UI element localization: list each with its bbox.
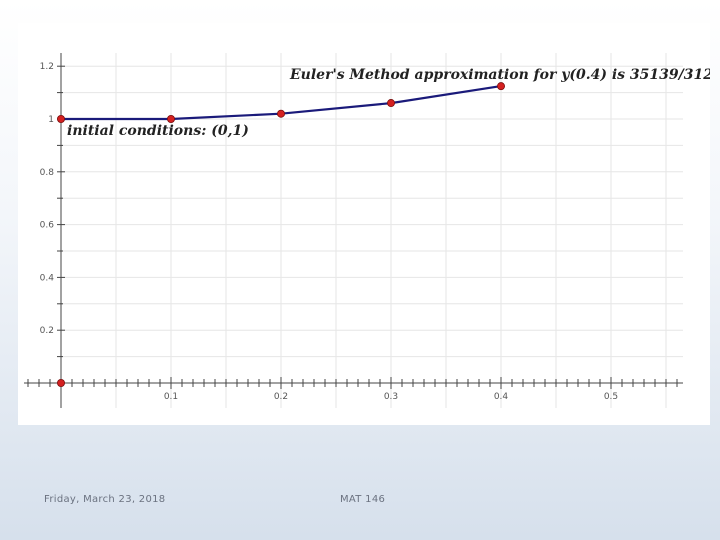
data-point <box>57 115 66 124</box>
euler-method-chart: 0.1 0.2 0.3 0.4 0.5 0.2 0.4 0.6 0.8 1 1.2 Euler's … <box>24 53 710 408</box>
y-tick-label: 1 <box>48 115 54 125</box>
y-tick-label: 0.8 <box>40 168 55 178</box>
x-tick-label: 0.4 <box>494 392 509 402</box>
x-tick-label: 0.1 <box>164 392 178 402</box>
chart-panel: 0.1 0.2 0.3 0.4 0.5 0.2 0.4 0.6 0.8 1 1.2 Euler's … <box>18 23 710 425</box>
y-tick-label: 1.2 <box>40 62 54 72</box>
data-point <box>166 115 175 124</box>
result-annotation: Euler's Method approximation for y(0.4) … <box>289 67 710 83</box>
x-tick-label: 0.5 <box>604 392 618 402</box>
y-tick-label: 0.2 <box>40 326 54 336</box>
footer-course: MAT 146 <box>340 494 386 505</box>
footer-date: Friday, March 23, 2018 <box>44 494 166 505</box>
data-point <box>496 82 505 91</box>
y-tick-label: 0.4 <box>40 273 55 283</box>
origin-point <box>57 378 66 387</box>
data-point <box>386 99 395 108</box>
x-tick-label: 0.3 <box>384 392 398 402</box>
y-tick-label: 0.6 <box>40 221 55 231</box>
initial-conditions-annotation: initial conditions: (0,1) <box>67 123 249 139</box>
x-tick-label: 0.2 <box>274 392 288 402</box>
data-point <box>276 109 285 118</box>
